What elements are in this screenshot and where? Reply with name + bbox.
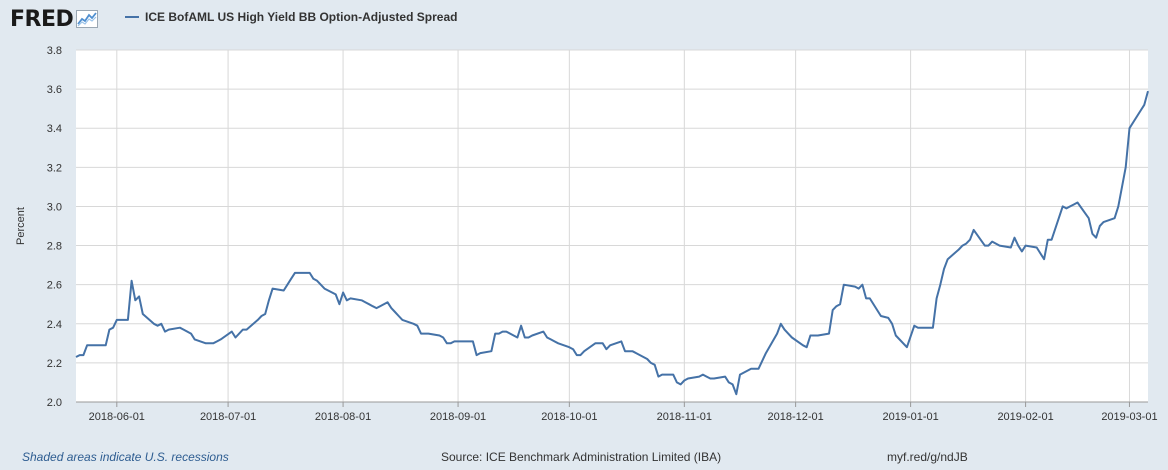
y-tick-label: 3.6 — [47, 84, 62, 96]
x-tick-label: 2018-07-01 — [200, 411, 256, 423]
recession-note: Shaded areas indicate U.S. recessions — [22, 450, 229, 464]
y-tick-label: 3.8 — [47, 45, 62, 57]
chart-header: FRED ICE BofAML US High Yield BB Option-… — [0, 0, 1168, 36]
y-tick-label: 3.0 — [47, 201, 62, 213]
y-tick-label: 3.4 — [47, 123, 62, 135]
x-tick-label: 2018-10-01 — [541, 411, 597, 423]
y-tick-label: 3.2 — [47, 162, 62, 174]
y-tick-label: 2.8 — [47, 241, 62, 253]
x-tick-label: 2018-08-01 — [315, 411, 371, 423]
series-line — [75, 90, 1149, 396]
x-tick-label: 2018-09-01 — [430, 411, 486, 423]
legend-label: ICE BofAML US High Yield BB Option-Adjus… — [145, 10, 458, 24]
x-tick-label: 2019-01-01 — [882, 411, 938, 423]
fred-logo[interactable]: FRED — [10, 6, 99, 32]
x-tick-label: 2018-12-01 — [767, 411, 823, 423]
x-tick-label: 2019-03-01 — [1101, 411, 1157, 423]
x-axis-ticks: 2018-06-01 2018-07-01 2018-08-01 2018-09-01… — [89, 402, 1158, 423]
chart-graph-icon — [76, 10, 99, 28]
line-chart: 2.0 2.2 2.4 2.6 2.8 3.0 3.2 3.4 3.6 3.8 2018-06-0… — [15, 45, 1158, 423]
short-link[interactable]: myf.red/g/ndJB — [887, 450, 968, 464]
x-tick-label: 2018-06-01 — [89, 411, 145, 423]
y-tick-label: 2.0 — [47, 397, 62, 409]
chart-footer: Shaded areas indicate U.S. recessions So… — [0, 450, 1168, 470]
x-tick-label: 2019-02-01 — [997, 411, 1053, 423]
chart-legend: ICE BofAML US High Yield BB Option-Adjus… — [125, 10, 457, 24]
x-tick-label: 2018-11-01 — [657, 411, 712, 423]
source-text: Source: ICE Benchmark Administration Lim… — [441, 450, 722, 464]
y-tick-label: 2.4 — [47, 319, 62, 331]
y-tick-label: 2.2 — [47, 358, 62, 370]
plot-area — [76, 50, 1148, 402]
fred-logo-text: FRED — [10, 6, 74, 32]
y-tick-label: 2.6 — [47, 280, 62, 292]
y-axis-label: Percent — [15, 207, 27, 245]
legend-line-swatch — [125, 16, 139, 18]
y-axis-ticks: 2.0 2.2 2.4 2.6 2.8 3.0 3.2 3.4 3.6 3.8 — [47, 45, 62, 409]
series-lines — [75, 90, 1149, 396]
